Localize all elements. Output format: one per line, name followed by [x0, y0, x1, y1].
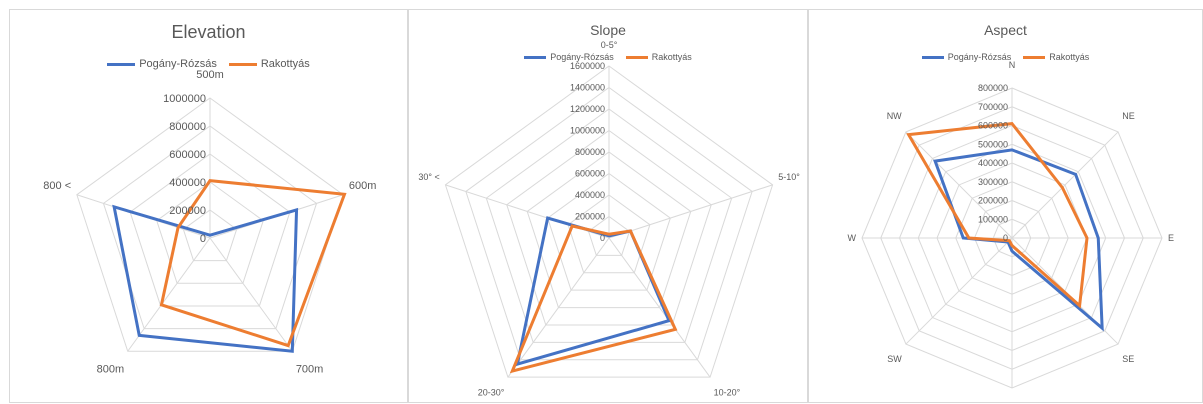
grid-ring [156, 181, 264, 284]
legend-item-series-2: Rakottyás [1023, 52, 1089, 62]
legend-swatch-blue [921, 55, 944, 59]
series-line-2 [906, 122, 1089, 309]
legend-swatch-orange [228, 62, 257, 66]
series-line-2 [509, 224, 678, 374]
category-label: SE [1122, 354, 1134, 364]
elevation-chart-panel: 0 200000 400000 600000 800000 1000000 500m 600m… [9, 9, 408, 403]
spoke-line [127, 237, 211, 352]
legend-item-series-1: Pogány-Rózsás [921, 52, 1012, 62]
tick-label: 300000 [978, 177, 1008, 187]
grid-ring [547, 172, 671, 291]
tick-label: 1200000 [570, 104, 605, 114]
grid-ring [465, 86, 753, 361]
tick-label: 0 [200, 233, 206, 245]
elevation-radar-chart: 0 200000 400000 600000 800000 1000000 500m 600m… [43, 69, 377, 375]
tick-label: 800000 [978, 83, 1008, 93]
series-line-2 [159, 179, 347, 348]
tick-label: 100000 [978, 214, 1008, 224]
tick-label: 0 [1003, 233, 1008, 243]
aspect-legend: Pogány-Rózsás Rakottyás [809, 52, 1202, 62]
series-line-1 [112, 204, 299, 353]
legend-label: Rakottyás [260, 58, 310, 70]
category-label: 800m [97, 363, 125, 375]
tick-label: 400000 [575, 190, 605, 200]
category-label: 800 < [43, 180, 71, 192]
legend-label: Rakottyás [651, 52, 692, 62]
grid-ring [587, 215, 631, 256]
category-label: 30° < [418, 172, 439, 182]
legend-item-series-2: Rakottyás [228, 58, 310, 70]
grid-ring [129, 153, 291, 307]
category-label: NW [887, 111, 902, 121]
tick-label: 1400000 [570, 83, 605, 93]
grid-ring [485, 108, 733, 343]
elevation-legend: Pogány-Rózsás Rakottyás [10, 58, 407, 70]
category-label: W [848, 233, 857, 243]
category-label: NE [1122, 111, 1135, 121]
grid-ring [444, 65, 774, 378]
legend-swatch-blue [107, 62, 136, 66]
spoke-line [608, 237, 711, 378]
grid-ring [76, 97, 344, 352]
category-label: SW [887, 354, 902, 364]
spoke-line [1011, 131, 1119, 239]
legend-swatch-orange [1023, 55, 1046, 59]
aspect-chart-title: Aspect [984, 22, 1027, 38]
spoke-line [608, 184, 773, 239]
spoke-line [507, 237, 610, 378]
legend-swatch-orange [625, 55, 648, 59]
category-label: N [1009, 60, 1016, 70]
tick-label: 600000 [978, 121, 1008, 131]
legend-label: Pogány-Rózsás [947, 52, 1012, 62]
slope-chart-panel: 0 200000 400000 600000 800000 1000000 1200000 1… [408, 9, 808, 403]
spoke-line [905, 131, 1013, 239]
spoke-line [905, 237, 1013, 345]
tick-label: 600000 [169, 149, 206, 161]
tick-label: 1000000 [570, 126, 605, 136]
tick-label: 200000 [169, 205, 206, 217]
category-label: 600m [349, 180, 377, 192]
aspect-radar-chart: 0 100000 200000 300000 400000 500000 600000 700… [848, 60, 1175, 404]
tick-label: 1600000 [570, 61, 605, 71]
legend-item-series-2: Rakottyás [625, 52, 692, 62]
category-label: E [1168, 233, 1174, 243]
aspect-chart-panel: 0 100000 200000 300000 400000 500000 600000 700… [808, 9, 1203, 404]
tick-label: 800000 [169, 121, 206, 133]
tick-label: 400000 [978, 158, 1008, 168]
grid-ring [182, 209, 238, 262]
tick-label: 800000 [575, 147, 605, 157]
category-label: 5-10° [778, 172, 800, 182]
grid-ring [506, 129, 712, 326]
legend-label: Rakottyás [1049, 52, 1090, 62]
category-label: 500m [196, 69, 224, 81]
category-label: 20-30° [478, 387, 505, 397]
tick-label: 0 [600, 233, 605, 243]
legend-label: Pogány-Rózsás [550, 52, 614, 62]
grid-ring [567, 194, 651, 274]
legend-item-series-1: Pogány-Rózsás [107, 58, 217, 70]
category-label: 10-20° [714, 387, 741, 397]
tick-label: 600000 [575, 169, 605, 179]
tick-label: 400000 [169, 177, 206, 189]
tick-label: 200000 [978, 196, 1008, 206]
category-label: 0-5° [601, 40, 618, 50]
tick-label: 500000 [978, 139, 1008, 149]
slope-legend: Pogány-Rózsás Rakottyás [409, 52, 807, 62]
tick-label: 700000 [978, 102, 1008, 112]
category-label: 700m [296, 363, 324, 375]
legend-swatch-blue [524, 55, 547, 59]
spoke-line [209, 237, 293, 352]
slope-radar-chart: 0 200000 400000 600000 800000 1000000 1200000 1… [418, 40, 800, 397]
series-line-1 [933, 148, 1104, 332]
legend-label: Pogány-Rózsás [139, 58, 217, 70]
grid-ring [526, 151, 692, 309]
tick-label: 1000000 [163, 93, 206, 105]
legend-item-series-1: Pogány-Rózsás [524, 52, 614, 62]
elevation-chart-title: Elevation [171, 22, 246, 42]
slope-chart-title: Slope [590, 22, 626, 38]
tick-label: 200000 [575, 212, 605, 222]
